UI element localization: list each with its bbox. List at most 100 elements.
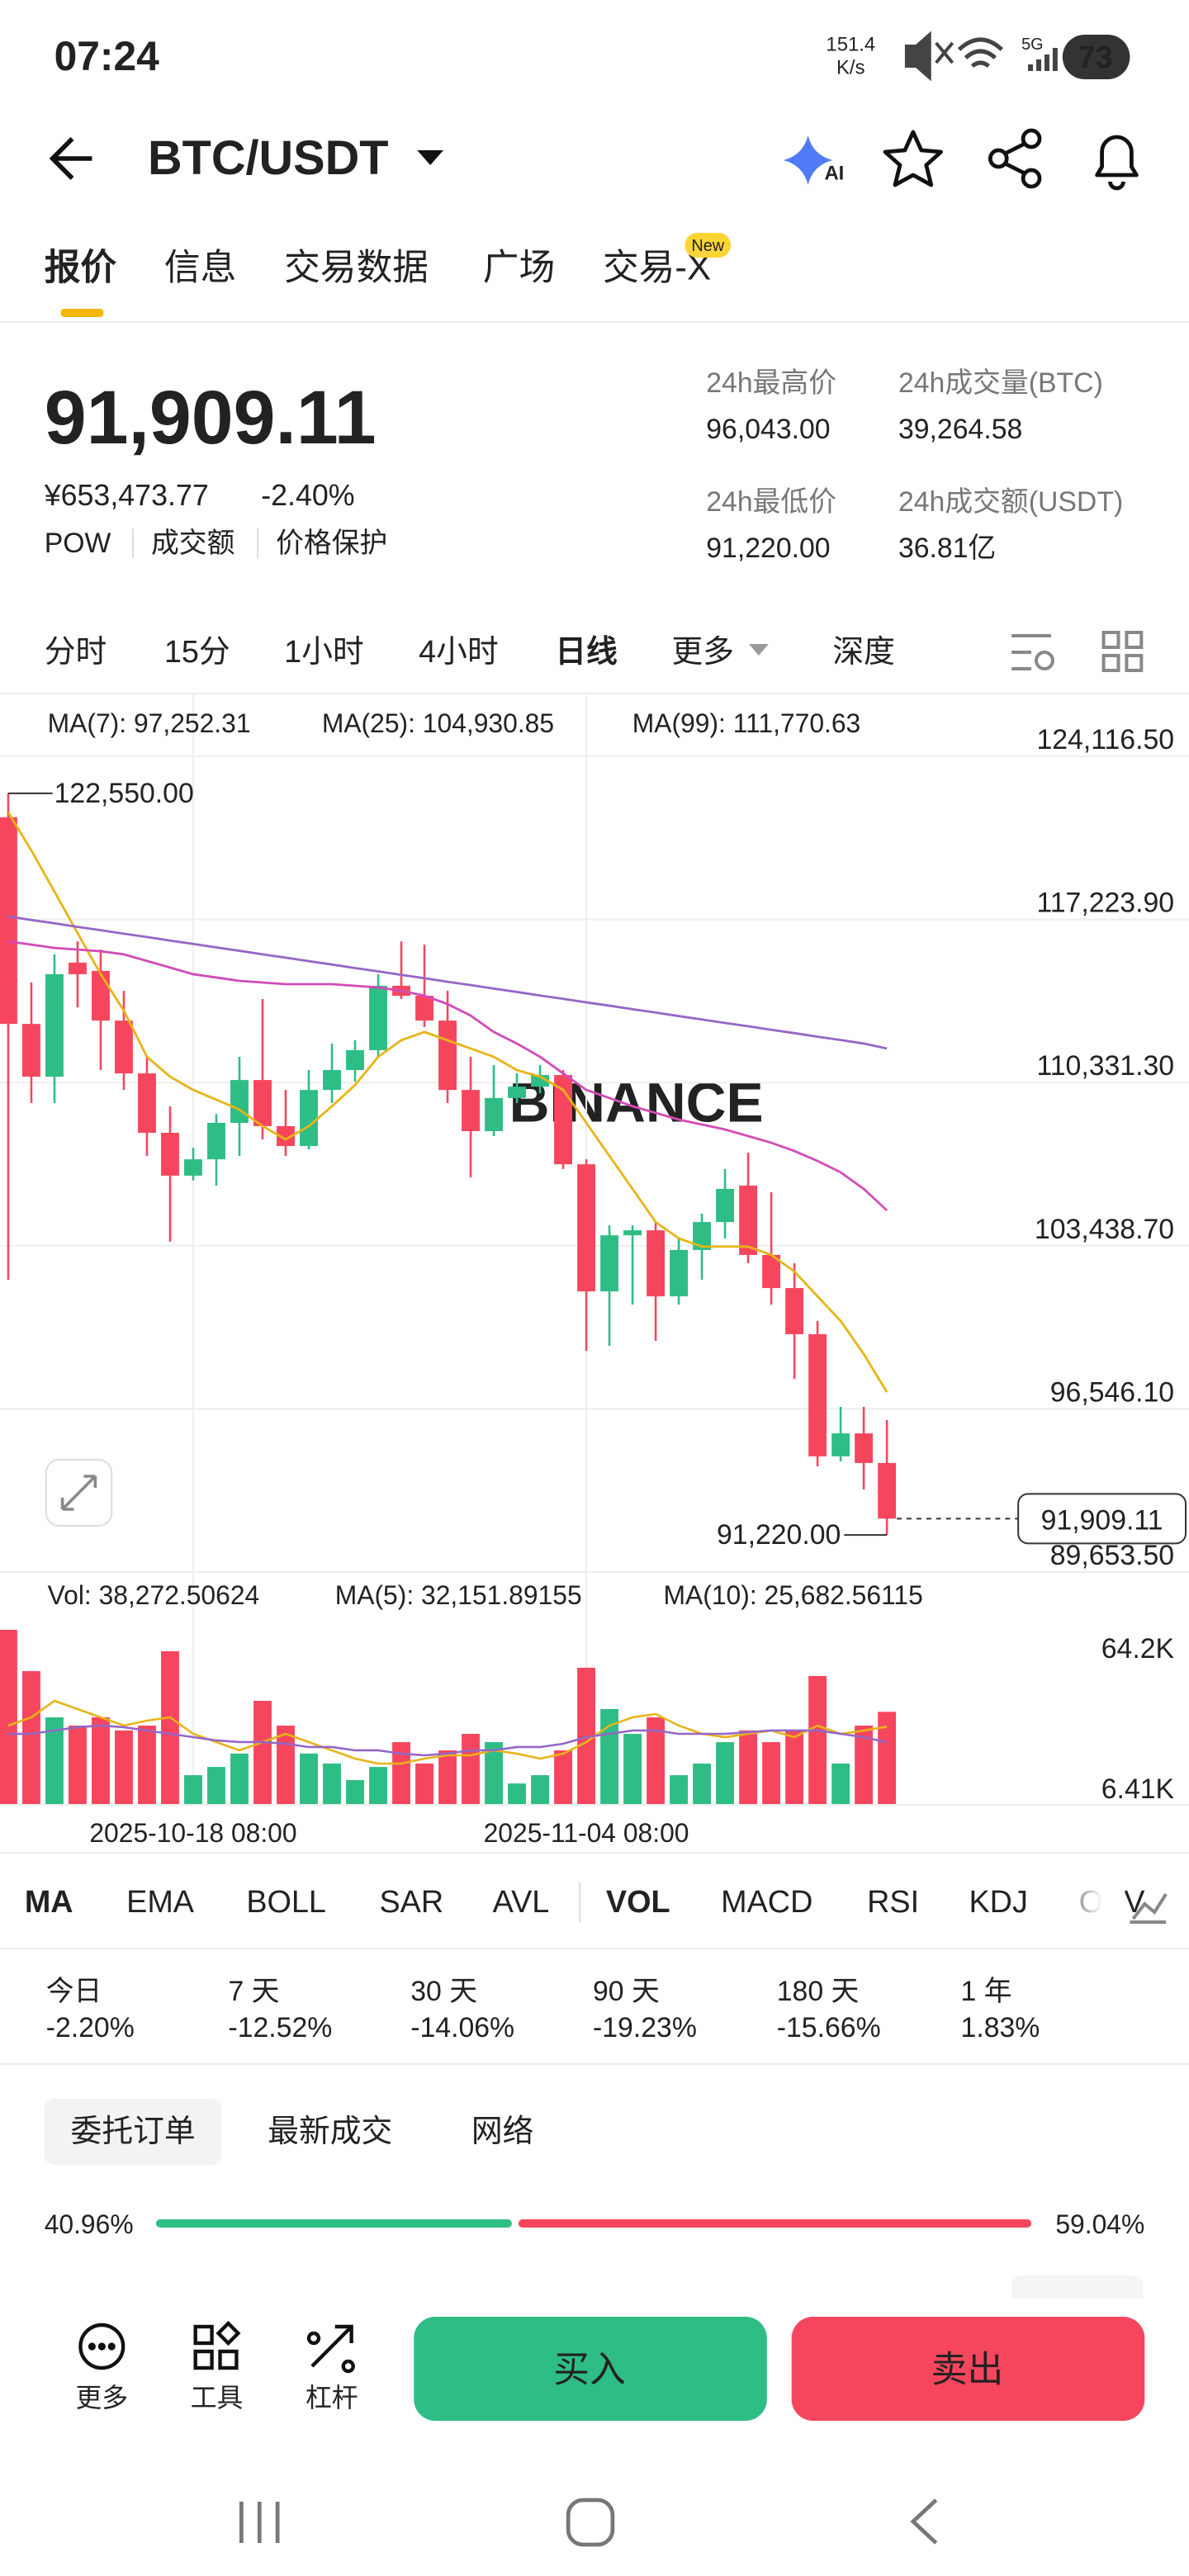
volume-bar (207, 1767, 225, 1805)
tab[interactable]: 报价 (45, 247, 117, 287)
volume-bar (392, 1742, 410, 1805)
candle-body (808, 1333, 827, 1456)
performance: 今日 -2.20% 7 天 -12.52% 30 天 -14.06% 90 天 -19.23%… (46, 1976, 1040, 2043)
stat-label: 24h成交量(BTC) (898, 367, 1103, 399)
wifi-icon (957, 37, 1003, 69)
low-label: 91,220.00 (717, 1519, 841, 1551)
volume-bar (438, 1750, 457, 1805)
volume-bar (115, 1730, 133, 1805)
new-badge-text: New (691, 237, 724, 255)
nav-back[interactable] (910, 2498, 938, 2545)
ai-icon[interactable] (783, 135, 833, 185)
tool-label[interactable]: 杠杆 (306, 2383, 358, 2413)
period-change: -14.06% (410, 2012, 514, 2043)
more-dropdown[interactable] (748, 644, 769, 656)
candle-body (300, 1090, 318, 1147)
tab[interactable]: 交易数据 (284, 247, 429, 287)
tab-indicator (60, 309, 104, 317)
order-tab[interactable]: 网络 (471, 2114, 534, 2149)
order-tab[interactable]: 委托订单 (71, 2114, 196, 2149)
ai-label: AI (824, 162, 844, 184)
volume-bar (92, 1717, 110, 1805)
candle-body (508, 1087, 526, 1098)
candle-body (69, 962, 87, 974)
interval[interactable]: 分时 (45, 635, 107, 670)
sell-bar (518, 2219, 1032, 2228)
period-change: -19.23% (593, 2012, 697, 2043)
vol-tick-label: 64.2K (1101, 1633, 1175, 1664)
favorite-button[interactable] (883, 130, 944, 187)
candle-body (878, 1462, 897, 1519)
indicator-tab[interactable]: KDJ (969, 1885, 1027, 1920)
pair-title[interactable]: BTC/USDT (148, 132, 389, 185)
period-change: -12.52% (228, 2012, 332, 2043)
sell-label: 卖出 (931, 2349, 1003, 2389)
order-tab[interactable]: 最新成交 (268, 2114, 392, 2149)
y-tick-label: 110,331.30 (1036, 1050, 1174, 1082)
interval[interactable]: 1小时 (284, 635, 364, 670)
tab[interactable]: 信息 (164, 247, 236, 287)
candle-body (161, 1133, 179, 1176)
candle-body (531, 1075, 549, 1087)
tag[interactable]: 成交额 (151, 528, 234, 559)
leverage-icon[interactable] (306, 2324, 355, 2374)
pair-dropdown[interactable] (417, 150, 444, 165)
x-tick-label: 2025-11-04 08:00 (484, 1818, 689, 1848)
indicator-tab[interactable]: VOL (606, 1885, 670, 1920)
interval[interactable]: 15分 (164, 635, 230, 670)
battery (1062, 35, 1130, 79)
volume-bar (785, 1730, 804, 1805)
tool-label[interactable]: 更多 (75, 2383, 128, 2413)
stat-value: 91,220.00 (706, 533, 830, 564)
indicator-tab[interactable]: AVL (493, 1885, 550, 1920)
vol-ma-line (7, 1699, 888, 1765)
candle-body (577, 1164, 595, 1292)
indicator-tab[interactable]: MA (25, 1885, 73, 1920)
share-button[interactable] (988, 128, 1042, 189)
indicator-settings[interactable] (1130, 1892, 1168, 1924)
stat-label: 24h最高价 (706, 367, 836, 399)
vol-legend: Vol: 38,272.50624 (48, 1580, 260, 1610)
tab[interactable]: 广场 (483, 247, 555, 287)
interval[interactable]: 深度 (832, 635, 895, 670)
y-tick-label: 89,653.50 (1050, 1540, 1174, 1571)
indicator-tab[interactable]: EMA (126, 1885, 195, 1920)
interval[interactable]: 4小时 (419, 635, 499, 670)
stat-value: 39,264.58 (898, 414, 1022, 445)
ma-legend: MA(7): 97,252.31 (48, 708, 251, 738)
interval-active[interactable]: 日线 (555, 635, 618, 670)
indicator-tab[interactable]: MACD (721, 1885, 812, 1920)
tool-label[interactable]: 工具 (191, 2383, 244, 2413)
volume-bar (531, 1775, 549, 1805)
candle-body (369, 985, 387, 1050)
sell-button[interactable] (791, 2317, 1145, 2421)
indicator-tab[interactable]: SAR (379, 1885, 443, 1920)
nav-recent[interactable] (239, 2502, 280, 2543)
nav-home[interactable] (566, 2498, 615, 2547)
ma-line (7, 915, 888, 1050)
volume-bar (369, 1767, 387, 1805)
high-label: 122,550.00 (54, 778, 194, 809)
alert-button[interactable] (1095, 135, 1139, 191)
volume-bar (554, 1750, 572, 1805)
settings-icon[interactable] (1011, 634, 1054, 670)
tag[interactable]: 价格保护 (276, 528, 387, 559)
indicator-tab[interactable]: RSI (867, 1885, 919, 1920)
back-button[interactable] (49, 137, 92, 180)
more-icon[interactable] (78, 2323, 126, 2370)
layout-icon[interactable] (1101, 631, 1144, 672)
indicator-tab[interactable]: BOLL (246, 1885, 326, 1920)
stat-label: 24h成交额(USDT) (898, 486, 1123, 518)
tools-icon[interactable] (193, 2320, 241, 2370)
tag[interactable]: POW (45, 528, 111, 559)
volume-bar (253, 1700, 272, 1805)
volume-bar (323, 1763, 341, 1805)
buy-button[interactable] (414, 2317, 767, 2421)
candle-body (184, 1159, 202, 1176)
interval[interactable]: 更多 (671, 635, 734, 670)
period-change: 1.83% (961, 2012, 1040, 2043)
candle-body (670, 1249, 689, 1297)
period-change: -2.20% (46, 2012, 135, 2043)
vol-tick-label: 6.41K (1101, 1773, 1175, 1805)
